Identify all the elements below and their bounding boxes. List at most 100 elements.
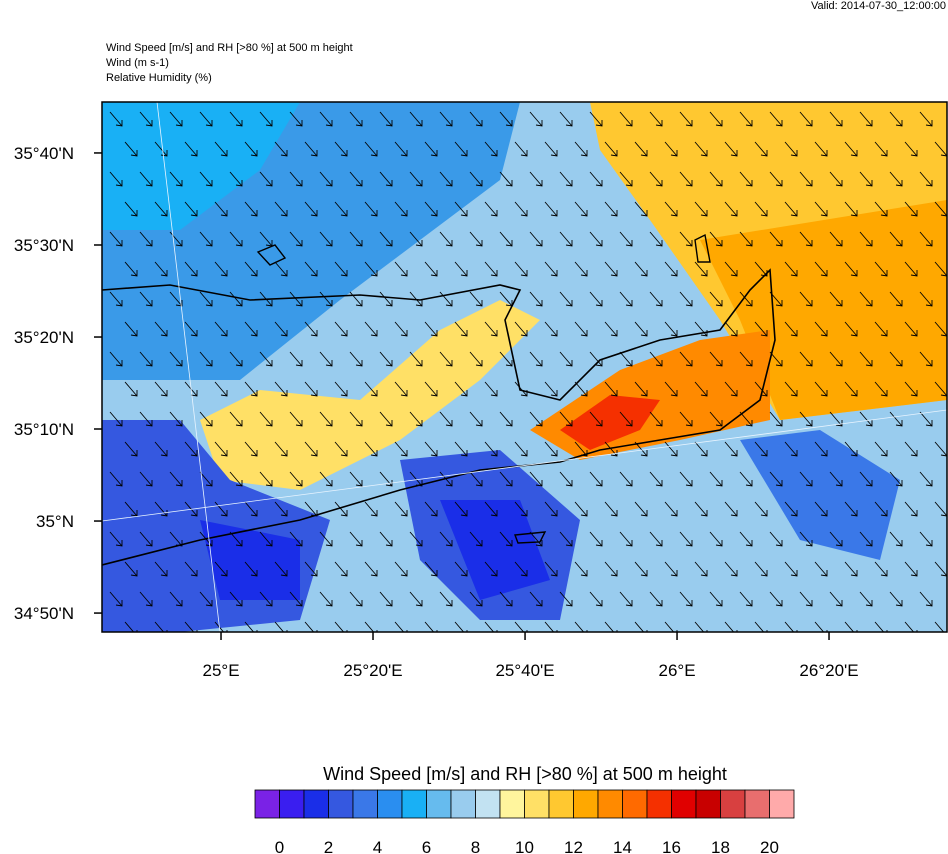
wind-arrow <box>709 531 723 547</box>
wind-arrow <box>919 291 933 307</box>
wind-arrow <box>919 471 933 487</box>
wind-arrow <box>259 291 273 307</box>
wind-arrow <box>904 141 918 157</box>
wind-arrow <box>439 171 453 187</box>
wind-arrow <box>274 561 288 577</box>
wind-arrow <box>124 321 138 337</box>
wind-arrow <box>154 321 168 337</box>
wind-arrow <box>439 111 453 127</box>
wind-arrow <box>829 591 843 607</box>
wind-arrow <box>334 321 348 337</box>
wind-arrow <box>574 201 588 217</box>
wind-arrow <box>799 471 813 487</box>
wind-arrow <box>784 561 798 577</box>
coastline <box>102 268 776 566</box>
y-tick-label: 34°50'N <box>14 604 74 623</box>
wind-arrow <box>289 291 303 307</box>
wind-arrow <box>454 381 468 397</box>
wind-arrow <box>544 621 558 632</box>
wind-arrow <box>184 141 198 157</box>
wind-arrow <box>709 111 723 127</box>
wind-arrow <box>739 531 753 547</box>
wind-arrow <box>514 141 528 157</box>
wind-arrow <box>499 531 513 547</box>
wind-arrow <box>649 231 663 247</box>
wind-arrow <box>664 501 678 517</box>
wind-arrow <box>394 441 408 457</box>
wind-arrow <box>694 561 708 577</box>
wind-arrow <box>454 201 468 217</box>
wind-arrow <box>724 141 738 157</box>
wind-arrow <box>304 201 318 217</box>
wind-arrow <box>694 621 708 632</box>
wind-arrow <box>304 381 318 397</box>
wind-arrow <box>874 141 888 157</box>
wind-arrow <box>604 561 618 577</box>
colorbar-box <box>352 789 378 819</box>
colorbar-box <box>720 789 746 819</box>
wind-arrow <box>649 111 663 127</box>
wind-arrow <box>439 291 453 307</box>
wind-arrow <box>829 171 843 187</box>
wind-arrow <box>799 591 813 607</box>
wind-arrow <box>334 261 348 277</box>
wind-arrow <box>934 141 947 157</box>
wind-arrow <box>319 351 333 367</box>
wind-arrow <box>499 591 513 607</box>
wind-arrow <box>304 141 318 157</box>
wind-arrow <box>244 261 258 277</box>
wind-arrow <box>649 531 663 547</box>
wind-arrow <box>349 591 363 607</box>
wind-arrow <box>874 201 888 217</box>
wind-arrow <box>124 621 138 632</box>
wind-arrow <box>184 561 198 577</box>
wind-arrow <box>679 291 693 307</box>
wind-arrow <box>109 471 123 487</box>
wind-arrow <box>514 321 528 337</box>
wind-arrow <box>499 231 513 247</box>
wind-arrow <box>619 231 633 247</box>
wind-arrow <box>289 411 303 427</box>
wind-arrow <box>739 351 753 367</box>
wind-arrow <box>139 231 153 247</box>
wind-arrow <box>469 411 483 427</box>
wind-arrow <box>799 351 813 367</box>
colorbar-box <box>646 789 672 819</box>
wind-arrow <box>139 351 153 367</box>
graticule <box>102 102 947 632</box>
wind-arrow <box>274 201 288 217</box>
wind-arrow <box>889 531 903 547</box>
wind-arrow <box>889 591 903 607</box>
wind-arrow <box>529 351 543 367</box>
wind-arrow <box>319 471 333 487</box>
wind-arrow <box>409 231 423 247</box>
wind-arrow <box>124 561 138 577</box>
wind-arrow <box>139 111 153 127</box>
wind-arrow <box>469 591 483 607</box>
wind-arrow <box>634 441 648 457</box>
wind-arrow <box>724 501 738 517</box>
wind-arrow <box>754 561 768 577</box>
wind-arrow <box>844 561 858 577</box>
wind-arrow <box>349 291 363 307</box>
wind-arrow <box>724 201 738 217</box>
colorbar-box <box>499 789 525 819</box>
wind-arrow <box>619 111 633 127</box>
wind-arrow <box>514 261 528 277</box>
wind-arrow <box>724 621 738 632</box>
wind-arrow <box>244 501 258 517</box>
colorbar-box <box>695 789 721 819</box>
wind-arrow <box>634 381 648 397</box>
wind-arrow <box>844 261 858 277</box>
wind-arrow <box>364 381 378 397</box>
wind-arrow <box>244 561 258 577</box>
wind-arrow <box>919 111 933 127</box>
wind-arrow <box>199 531 213 547</box>
wind-arrow <box>769 591 783 607</box>
wind-arrow <box>154 261 168 277</box>
wind-arrow <box>769 171 783 187</box>
wind-arrow <box>934 501 947 517</box>
wind-arrow <box>889 351 903 367</box>
wind-arrow <box>364 321 378 337</box>
wind-arrow <box>634 621 648 632</box>
